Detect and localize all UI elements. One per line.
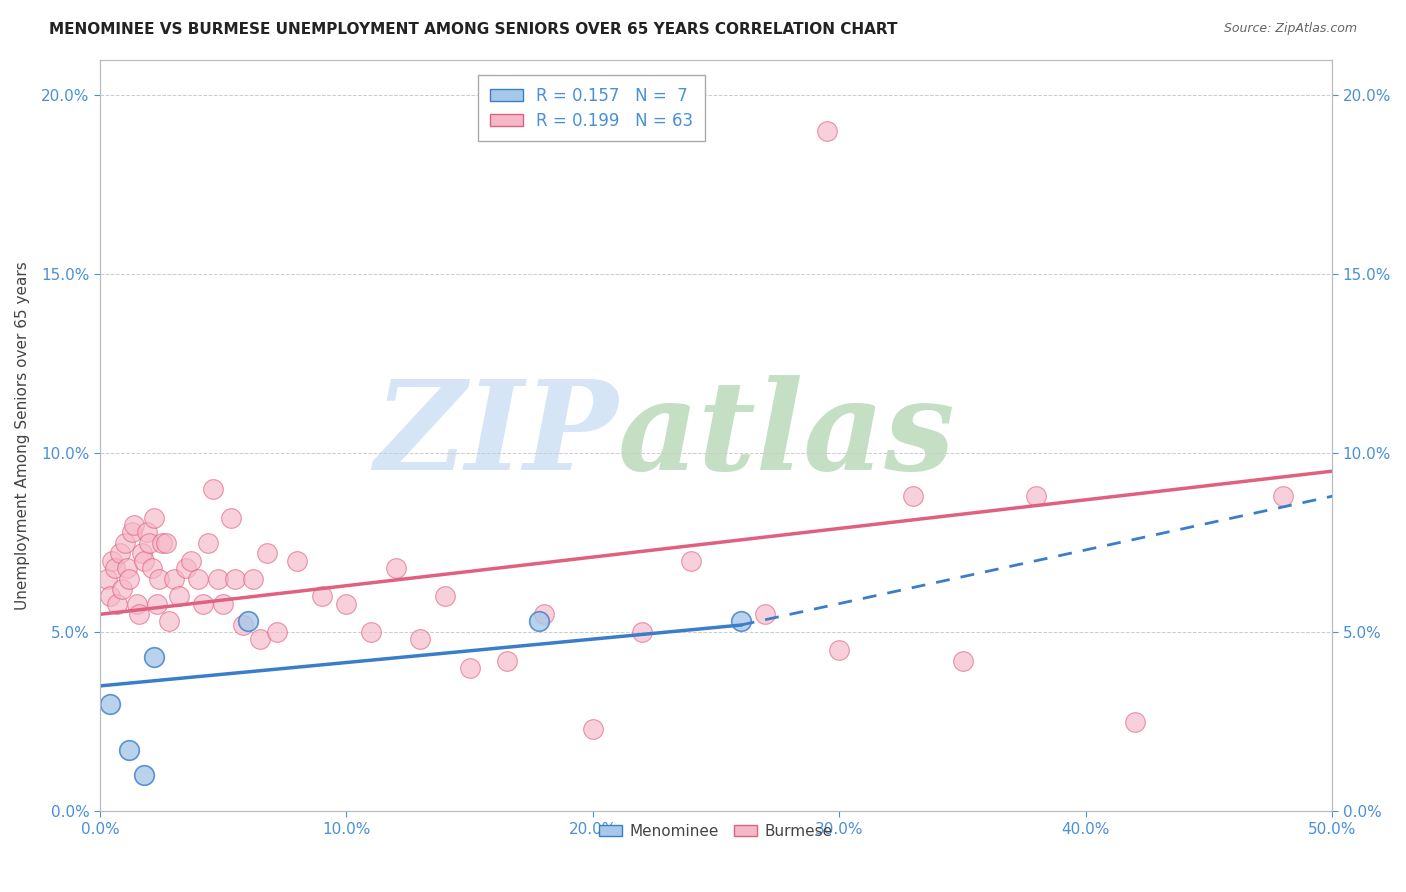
Point: [903, 489, 925, 503]
Text: ZIP: ZIP: [374, 375, 617, 496]
Point: [384, 561, 406, 575]
Point: [249, 632, 271, 647]
Point: [134, 768, 156, 782]
Point: [197, 535, 219, 549]
Point: [631, 625, 654, 640]
Text: Source: ZipAtlas.com: Source: ZipAtlas.com: [1223, 22, 1357, 36]
Point: [163, 572, 186, 586]
Point: [202, 482, 225, 496]
Point: [143, 510, 166, 524]
Point: [360, 625, 382, 640]
Point: [138, 535, 160, 549]
Point: [145, 597, 167, 611]
Point: [219, 510, 242, 524]
Point: [266, 625, 288, 640]
Point: [232, 618, 254, 632]
Point: [118, 572, 141, 586]
Point: [242, 572, 264, 586]
Point: [115, 561, 138, 575]
Point: [114, 535, 136, 549]
Point: [952, 654, 974, 668]
Point: [98, 590, 121, 604]
Point: [212, 597, 235, 611]
Point: [104, 561, 127, 575]
Point: [582, 722, 605, 736]
Point: [193, 597, 215, 611]
Point: [124, 517, 146, 532]
Point: [141, 561, 163, 575]
Text: atlas: atlas: [617, 375, 955, 496]
Point: [118, 743, 141, 757]
Point: [143, 650, 166, 665]
Point: [433, 590, 456, 604]
Point: [828, 643, 851, 657]
Point: [187, 572, 209, 586]
Text: MENOMINEE VS BURMESE UNEMPLOYMENT AMONG SENIORS OVER 65 YEARS CORRELATION CHART: MENOMINEE VS BURMESE UNEMPLOYMENT AMONG …: [49, 22, 897, 37]
Point: [105, 597, 128, 611]
Point: [311, 590, 333, 604]
Point: [533, 607, 555, 622]
Point: [1123, 714, 1146, 729]
Point: [174, 561, 197, 575]
Point: [256, 547, 278, 561]
Point: [155, 535, 177, 549]
Y-axis label: Unemployment Among Seniors over 65 years: Unemployment Among Seniors over 65 years: [15, 261, 30, 610]
Point: [409, 632, 432, 647]
Point: [108, 547, 131, 561]
Point: [458, 661, 481, 675]
Point: [1271, 489, 1294, 503]
Point: [236, 615, 259, 629]
Point: [180, 554, 202, 568]
Point: [527, 615, 550, 629]
Point: [101, 554, 124, 568]
Point: [495, 654, 517, 668]
Point: [148, 572, 170, 586]
Point: [1025, 489, 1047, 503]
Legend: Menominee, Burmese: Menominee, Burmese: [593, 818, 839, 845]
Point: [98, 697, 121, 711]
Point: [285, 554, 308, 568]
Point: [681, 554, 703, 568]
Point: [150, 535, 173, 549]
Point: [730, 615, 752, 629]
Point: [167, 590, 190, 604]
Point: [125, 597, 148, 611]
Point: [121, 524, 143, 539]
Point: [207, 572, 229, 586]
Point: [135, 524, 157, 539]
Point: [134, 554, 156, 568]
Point: [131, 547, 153, 561]
Point: [96, 572, 118, 586]
Point: [224, 572, 246, 586]
Point: [128, 607, 150, 622]
Point: [754, 607, 776, 622]
Point: [335, 597, 357, 611]
Point: [111, 582, 134, 597]
Point: [815, 124, 838, 138]
Point: [157, 615, 180, 629]
